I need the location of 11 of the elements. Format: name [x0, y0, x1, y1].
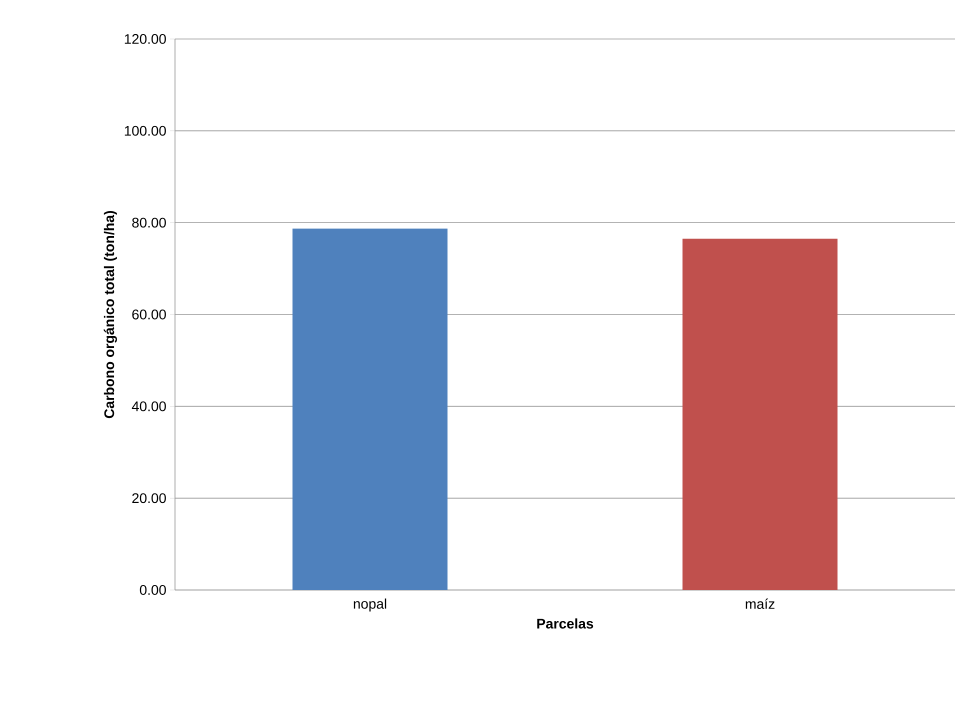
y-axis-title: Carbono orgánico total (ton/ha) — [104, 210, 117, 418]
x-tick-label: nopal — [354, 598, 386, 612]
y-tick-label: 0.00 — [140, 585, 166, 595]
y-tick-label: 60.00 — [132, 310, 166, 320]
y-tick-label: 80.00 — [132, 218, 166, 228]
y-tick-label: 20.00 — [132, 493, 166, 504]
x-axis-title: Parcelas — [537, 618, 594, 629]
y-tick-label: 40.00 — [132, 401, 166, 412]
y-tick-label: 100.00 — [124, 126, 166, 136]
y-tick-label: 120.00 — [124, 34, 166, 44]
x-tick-label: maíz — [746, 598, 774, 609]
